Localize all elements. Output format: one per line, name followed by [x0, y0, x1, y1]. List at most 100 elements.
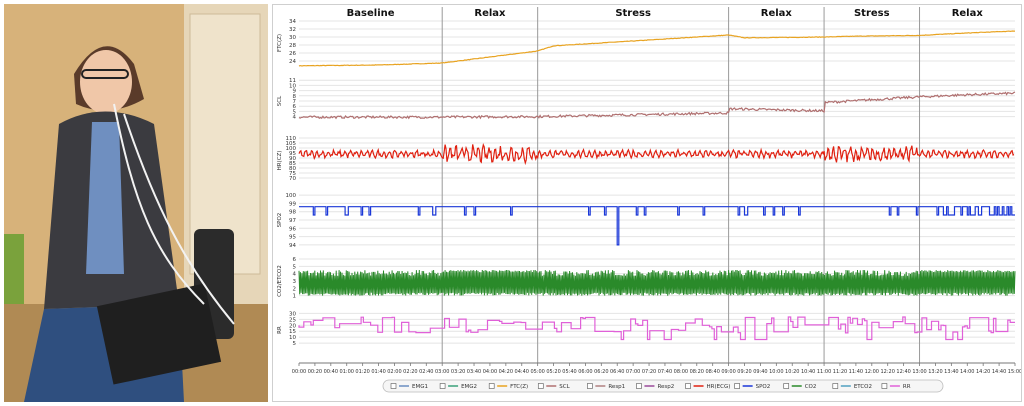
legend-label: EMG2 — [461, 384, 477, 390]
y-tick-label: 9 — [293, 89, 297, 95]
legend-checkbox — [734, 383, 740, 389]
y-tick-label: 1 — [293, 294, 297, 300]
legend: EMG1 EMG2 FTC(Z) SCL Resp1 Resp2 HR(ECG) SPO2 CO… — [382, 379, 944, 393]
x-tick-label: 15:00 — [1008, 369, 1021, 375]
x-tick-label: 03:00 — [435, 369, 449, 375]
x-tick-label: 00:20 — [308, 369, 322, 375]
x-tick-label: 12:40 — [896, 369, 910, 375]
y-tick-label: 4 — [293, 115, 297, 121]
y-tick-label: 105 — [286, 141, 297, 147]
x-tick-label: 02:20 — [403, 369, 417, 375]
y-tick-label: 99 — [289, 201, 296, 207]
y-tick-label: 15 — [289, 329, 296, 335]
sensor-cable — [123, 113, 235, 325]
legend-label: SPO2 — [756, 384, 771, 390]
sensor-cable — [113, 103, 205, 305]
shirt — [86, 122, 124, 274]
phase-layer: Baseline Relax Stress Relax Stress Relax — [347, 7, 984, 363]
y-tick-label: 80 — [289, 166, 296, 172]
physiology-chart: Baseline Relax Stress Relax Stress Relax 24 26… — [272, 4, 1022, 402]
y-tick-label: 70 — [289, 176, 296, 182]
legend-label: FTC(Z) — [510, 384, 528, 390]
grid-layer — [299, 20, 1015, 344]
y-tick-label: 5 — [293, 109, 297, 115]
phase-label: Relax — [474, 8, 506, 19]
series-line-rr — [298, 316, 1015, 341]
y-tick-label: 75 — [289, 171, 296, 177]
x-tick-label: 14:00 — [960, 369, 974, 375]
phase-label: Relax — [761, 8, 793, 19]
y-tick-label: 96 — [289, 226, 296, 232]
legend-label: SCL — [559, 384, 570, 390]
panel-ylabel: SPO2 — [277, 213, 283, 228]
legend-checkbox — [685, 383, 691, 389]
legend-checkbox — [488, 383, 495, 389]
x-tick-label: 00:00 — [292, 369, 306, 375]
x-tick-label: 01:40 — [371, 369, 385, 375]
y-tick-label: 24 — [289, 59, 296, 65]
legend-checkbox — [390, 383, 397, 389]
panel-ylabel: HR(CZ) — [277, 151, 283, 171]
y-tick-label: 26 — [289, 51, 296, 57]
y-tick-label: 3 — [293, 279, 297, 285]
x-tick-label: 13:00 — [912, 369, 926, 375]
x-tick-label: 12:20 — [881, 369, 895, 375]
x-tick-label: 02:00 — [387, 369, 401, 375]
x-tick-label: 10:20 — [785, 369, 799, 375]
legend-label: RR — [903, 384, 911, 390]
y-tick-label: 25 — [289, 317, 296, 323]
x-tick-label: 09:40 — [753, 369, 767, 375]
participant-photo — [4, 4, 268, 402]
y-tick-label: 100 — [286, 146, 297, 152]
panel-ylabel: RR — [277, 326, 283, 334]
series-line-ftc-z- — [298, 30, 1015, 67]
y-tick-label: 11 — [289, 78, 296, 84]
glasses — [81, 69, 129, 79]
x-tick-label: 08:00 — [674, 369, 688, 375]
series-line-spo2 — [299, 206, 1015, 246]
x-tick-label: 01:20 — [355, 369, 369, 375]
x-tick-label: 07:20 — [642, 369, 656, 375]
phase-label: Baseline — [347, 8, 395, 19]
legend-checkbox — [587, 383, 593, 389]
legend-checkbox — [881, 383, 888, 389]
y-tick-label: 8 — [293, 94, 297, 100]
x-tick-label: 12:00 — [865, 369, 879, 375]
x-tick-label: 05:40 — [562, 369, 576, 375]
y-tick-label: 95 — [289, 151, 296, 157]
y-tick-label: 5 — [293, 341, 297, 347]
panel-ylabel: FTC(Z) — [277, 34, 283, 52]
x-tick-label: 05:20 — [546, 369, 560, 375]
y-tick-label: 110 — [286, 136, 297, 142]
y-tick-label: 94 — [289, 243, 296, 249]
y-tick-label: 90 — [289, 156, 296, 162]
x-tick-label: 04:00 — [483, 369, 497, 375]
x-tick-label: 11:20 — [833, 369, 847, 375]
y-tick-label: 97 — [289, 218, 296, 224]
y-tick-label: 30 — [289, 35, 296, 41]
x-tick-label: 13:20 — [928, 369, 942, 375]
x-tick-label: 06:20 — [594, 369, 608, 375]
green-object — [4, 234, 24, 314]
x-tick-label: 06:00 — [578, 369, 592, 375]
x-tick-label: 03:20 — [451, 369, 465, 375]
series-layer — [298, 30, 1016, 341]
panel-ylabel: SCL — [277, 95, 283, 106]
x-tick-label: 11:00 — [817, 369, 831, 375]
x-tick-label: 14:20 — [976, 369, 990, 375]
x-tick-label: 08:40 — [705, 369, 719, 375]
x-tick-label: 04:20 — [499, 369, 513, 375]
series-line-co2-etco2 — [298, 269, 1016, 296]
photo-illustration — [4, 4, 268, 402]
chart-svg: Baseline Relax Stress Relax Stress Relax 2426… — [277, 7, 1022, 393]
y-tick-label: 95 — [289, 235, 296, 241]
y-tick-label: 5 — [293, 264, 297, 270]
y-tick-label: 28 — [289, 43, 296, 49]
y-tick-label: 30 — [289, 311, 296, 317]
y-tick-label: 85 — [289, 161, 296, 167]
x-tick-label: 04:40 — [515, 369, 529, 375]
phase-label: Relax — [952, 8, 984, 19]
y-tick-label: 10 — [289, 335, 296, 341]
y-tick-label: 10 — [289, 83, 296, 89]
